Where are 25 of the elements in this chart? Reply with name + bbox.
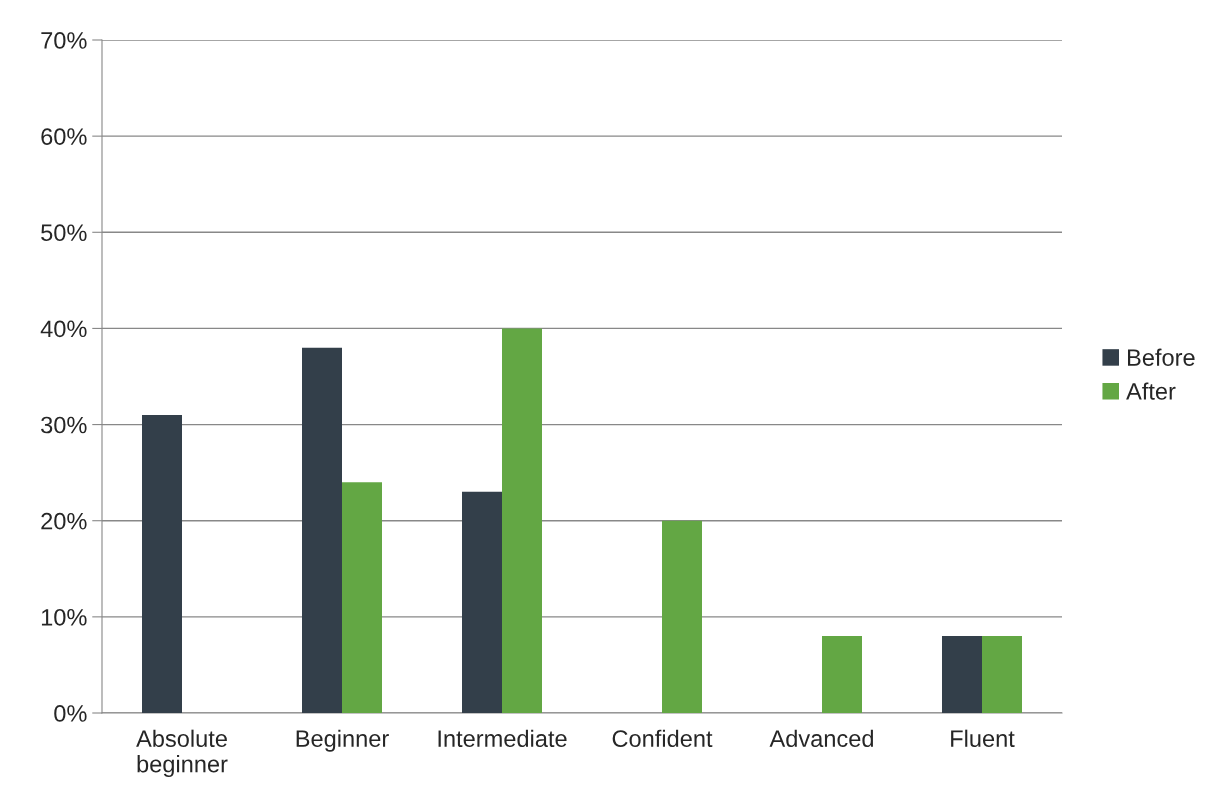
x-tick-label: Beginner bbox=[296, 729, 389, 752]
y-tick-label: 60% bbox=[41, 128, 87, 145]
legend-label: Before bbox=[1128, 348, 1195, 366]
bar bbox=[302, 347, 342, 713]
x-tick-label: Absolute beginner bbox=[136, 729, 228, 778]
x-tick-label: Confident bbox=[612, 729, 713, 748]
x-tick-label: Fluent bbox=[951, 729, 1015, 748]
bar bbox=[982, 636, 1022, 713]
y-tick-label: 70% bbox=[41, 32, 87, 49]
y-tick-label: 10% bbox=[41, 608, 87, 626]
legend-label: After bbox=[1126, 382, 1176, 400]
y-tick-label: 50% bbox=[41, 224, 87, 242]
x-tick-label: Intermediate bbox=[438, 729, 567, 748]
y-tick-label: 0% bbox=[54, 705, 87, 722]
bar bbox=[142, 414, 182, 713]
bar bbox=[662, 520, 702, 713]
bar bbox=[462, 491, 502, 713]
bar bbox=[342, 482, 382, 713]
bar bbox=[502, 328, 542, 713]
y-tick-label: 30% bbox=[41, 416, 87, 434]
y-tick-label: 20% bbox=[41, 512, 87, 530]
bar bbox=[942, 636, 982, 713]
y-tick-label: 40% bbox=[40, 320, 87, 338]
x-tick-label: Advanced bbox=[769, 729, 873, 748]
bar bbox=[822, 636, 862, 713]
